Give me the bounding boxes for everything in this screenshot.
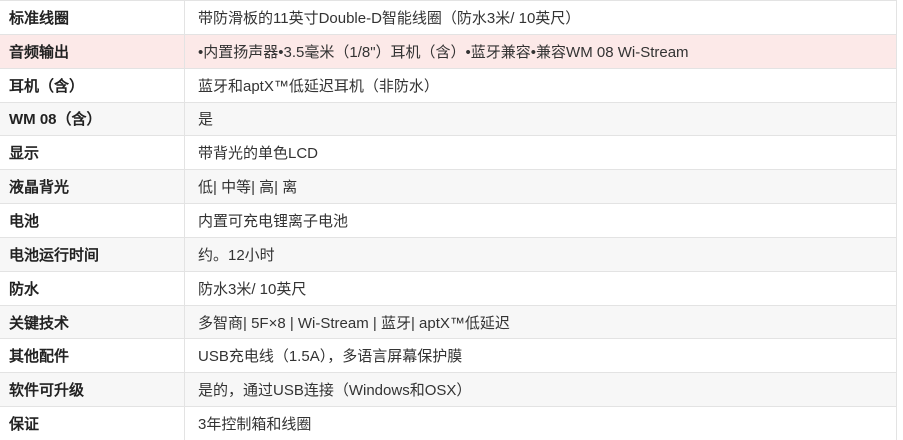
table-row: 电池 内置可充电锂离子电池 (0, 204, 896, 238)
table-row: WM 08（含） 是 (0, 102, 896, 137)
spec-label: 音频输出 (0, 34, 185, 68)
spec-value: 是 (198, 111, 214, 129)
spec-value: 防水3米/ 10英尺 (198, 280, 307, 298)
table-row: 电池运行时间 约。12小时 (0, 237, 896, 272)
spec-value: 3年控制箱和线圈 (198, 416, 312, 434)
table-row: 保证 3年控制箱和线圈 (0, 407, 896, 440)
spec-value: 多智商| 5F×8 | Wi-Stream | 蓝牙| aptX™低延迟 (198, 314, 510, 332)
table-row: 其他配件 USB充电线（1.5A），多语言屏幕保护膜 (0, 339, 896, 374)
table-row: 液晶背光 低| 中等| 高| 离 (0, 170, 896, 205)
spec-value: USB充电线（1.5A），多语言屏幕保护膜 (198, 348, 463, 366)
spec-label: 显示 (0, 136, 185, 170)
spec-label: 电池运行时间 (0, 237, 185, 271)
spec-value: 带防滑板的11英寸Double-D智能线圈（防水3米/ 10英尺） (198, 9, 581, 27)
table-row: 标准线圈 带防滑板的11英寸Double-D智能线圈（防水3米/ 10英尺） (0, 1, 896, 35)
spec-label: 软件可升级 (0, 373, 185, 407)
table-row: 耳机（含） 蓝牙和aptX™低延迟耳机（非防水） (0, 68, 896, 103)
table-row: 软件可升级 是的，通过USB连接（Windows和OSX） (0, 373, 896, 408)
spec-label: 保证 (0, 407, 185, 440)
spec-value: •内置扬声器•3.5毫米（1/8"）耳机（含）•蓝牙兼容•兼容WM 08 Wi-… (198, 43, 689, 61)
spec-label: 耳机（含） (0, 68, 185, 102)
spec-label: 其他配件 (0, 339, 185, 373)
table-row: 防水 防水3米/ 10英尺 (0, 271, 896, 306)
table-row: 关键技术 多智商| 5F×8 | Wi-Stream | 蓝牙| aptX™低延… (0, 305, 896, 340)
table-row: 显示 带背光的单色LCD (0, 136, 896, 171)
table-row: 音频输出 •内置扬声器•3.5毫米（1/8"）耳机（含）•蓝牙兼容•兼容WM 0… (0, 34, 896, 69)
spec-value: 低| 中等| 高| 离 (198, 179, 298, 197)
spec-label: WM 08（含） (0, 102, 185, 136)
spec-value: 带背光的单色LCD (198, 145, 319, 163)
spec-value: 约。12小时 (198, 246, 275, 264)
spec-label: 关键技术 (0, 305, 185, 339)
spec-label: 液晶背光 (0, 170, 185, 204)
spec-label: 电池 (0, 204, 185, 237)
spec-label: 标准线圈 (0, 1, 185, 34)
spec-value: 是的，通过USB连接（Windows和OSX） (198, 382, 472, 400)
spec-value: 蓝牙和aptX™低延迟耳机（非防水） (198, 77, 439, 95)
spec-value: 内置可充电锂离子电池 (198, 212, 349, 230)
spec-label: 防水 (0, 271, 185, 305)
